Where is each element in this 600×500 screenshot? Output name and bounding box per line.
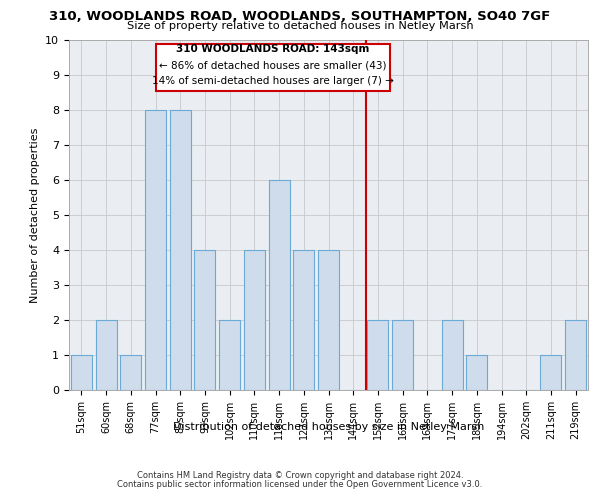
Bar [244, 250, 265, 390]
Text: Contains HM Land Registry data © Crown copyright and database right 2024.: Contains HM Land Registry data © Crown c… [137, 471, 463, 480]
Text: Distribution of detached houses by size in Netley Marsh: Distribution of detached houses by size … [173, 422, 484, 432]
Y-axis label: Number of detached properties: Number of detached properties [30, 128, 40, 302]
Bar [120, 355, 141, 390]
Bar [170, 110, 191, 390]
Bar [442, 320, 463, 390]
Bar [466, 355, 487, 390]
Bar [541, 355, 562, 390]
Text: 310, WOODLANDS ROAD, WOODLANDS, SOUTHAMPTON, SO40 7GF: 310, WOODLANDS ROAD, WOODLANDS, SOUTHAMP… [49, 10, 551, 23]
Text: 14% of semi-detached houses are larger (7) →: 14% of semi-detached houses are larger (… [152, 76, 394, 86]
Bar [565, 320, 586, 390]
Text: 310 WOODLANDS ROAD: 143sqm: 310 WOODLANDS ROAD: 143sqm [176, 44, 370, 54]
Bar [95, 320, 116, 390]
Text: Size of property relative to detached houses in Netley Marsh: Size of property relative to detached ho… [127, 21, 473, 31]
Bar [145, 110, 166, 390]
Bar [367, 320, 388, 390]
Text: ← 86% of detached houses are smaller (43): ← 86% of detached houses are smaller (43… [159, 60, 386, 70]
Bar [318, 250, 339, 390]
Text: Contains public sector information licensed under the Open Government Licence v3: Contains public sector information licen… [118, 480, 482, 489]
Bar [194, 250, 215, 390]
FancyBboxPatch shape [155, 44, 390, 91]
Bar [269, 180, 290, 390]
Bar [392, 320, 413, 390]
Bar [71, 355, 92, 390]
Bar [293, 250, 314, 390]
Bar [219, 320, 240, 390]
